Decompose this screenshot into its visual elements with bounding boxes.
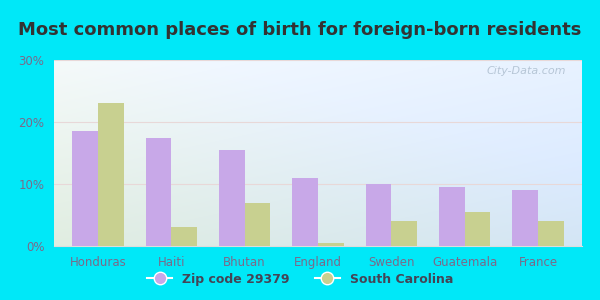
Legend: Zip code 29379, South Carolina: Zip code 29379, South Carolina bbox=[142, 268, 458, 291]
Bar bbox=[172, 227, 197, 246]
Bar bbox=[292, 178, 318, 246]
Bar bbox=[365, 184, 391, 246]
Bar bbox=[98, 103, 124, 246]
Bar bbox=[73, 131, 98, 246]
Bar bbox=[219, 150, 245, 246]
Bar bbox=[538, 221, 563, 246]
Bar bbox=[464, 212, 490, 246]
Bar bbox=[245, 202, 271, 246]
Text: Most common places of birth for foreign-born residents: Most common places of birth for foreign-… bbox=[19, 21, 581, 39]
Bar bbox=[146, 137, 172, 246]
Bar bbox=[318, 243, 344, 246]
Bar bbox=[512, 190, 538, 246]
Bar bbox=[439, 187, 464, 246]
Text: City-Data.com: City-Data.com bbox=[487, 66, 566, 76]
Bar bbox=[391, 221, 417, 246]
